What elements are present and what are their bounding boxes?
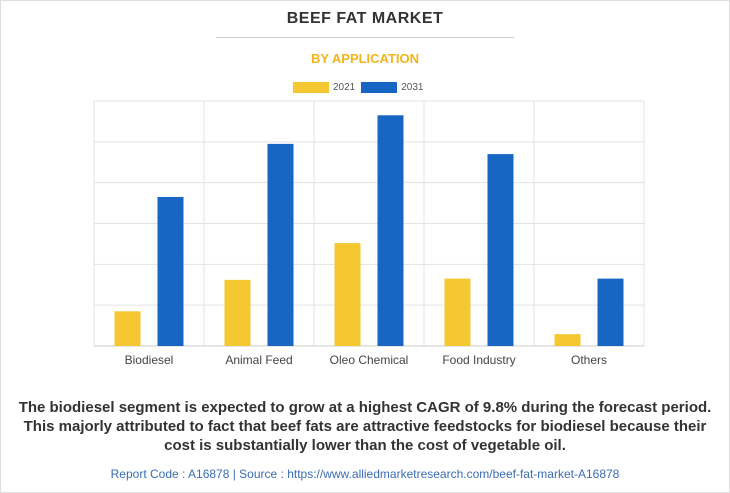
- bar-2021-food-industry: [444, 278, 471, 346]
- bar-2031-biodiesel: [157, 196, 184, 346]
- legend-label-2031: 2031: [401, 81, 424, 93]
- bar-2031-food-industry: [487, 154, 514, 346]
- bar-2021-others: [554, 334, 581, 346]
- legend-swatch-2021: [293, 81, 329, 93]
- legend-swatch-2031: [361, 81, 398, 93]
- bar-2021-oleo-chemical: [334, 243, 361, 346]
- bar-chart: Biodiesel Animal Feed Oleo Chemical Food In…: [93, 100, 645, 367]
- bar-2031-animal-feed: [267, 143, 294, 346]
- x-tick-label: Biodiesel: [125, 353, 174, 367]
- chart-caption: The biodiesel segment is expected to gro…: [18, 399, 712, 454]
- bar-2031-oleo-chemical: [377, 115, 404, 347]
- x-tick-label: Food Industry: [442, 353, 515, 367]
- legend-item-2031: 2031: [361, 81, 424, 93]
- x-tick-label: Animal Feed: [225, 353, 292, 367]
- bar-2021-animal-feed: [224, 279, 251, 346]
- legend-item-2021: 2021: [293, 81, 356, 93]
- x-tick-label: Others: [571, 353, 607, 367]
- chart-title: BEEF FAT MARKET: [286, 10, 444, 27]
- title-divider: [216, 37, 514, 38]
- bar-2021-biodiesel: [114, 311, 141, 346]
- legend-label-2021: 2021: [333, 81, 356, 93]
- report-source-line: Report Code : A16878 | Source : https://…: [110, 467, 620, 481]
- x-tick-label: Oleo Chemical: [330, 353, 409, 367]
- chart-subtitle: BY APPLICATION: [310, 51, 420, 66]
- chart-legend: 2021 2031: [293, 80, 430, 94]
- bar-2031-others: [597, 278, 624, 346]
